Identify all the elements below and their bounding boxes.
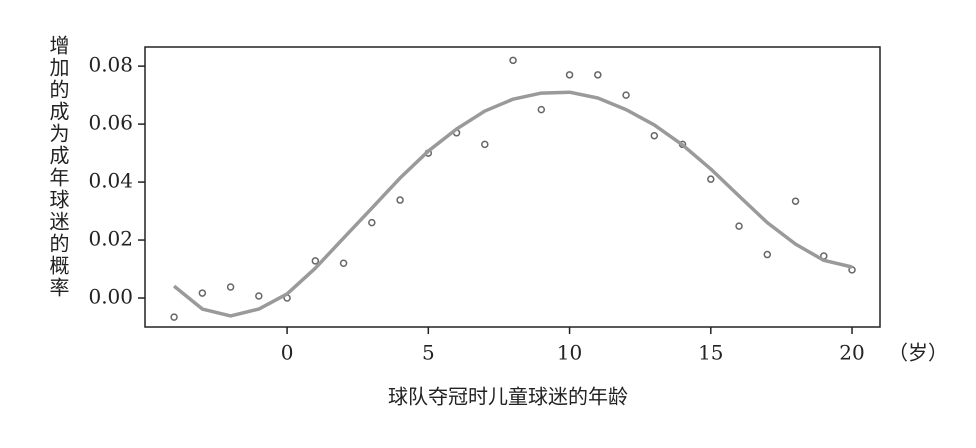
y-tick-label: 0.06 — [88, 111, 133, 135]
data-point — [396, 196, 404, 204]
y-tick-label: 0.08 — [88, 53, 133, 77]
data-point — [650, 131, 659, 140]
data-point — [509, 56, 517, 65]
y-tick-label: 0.04 — [88, 169, 133, 193]
y-tick-label: 0.00 — [88, 285, 133, 309]
data-point — [481, 140, 489, 149]
data-point — [763, 250, 772, 259]
x-axis-label: 球队夺冠时儿童球迷的年龄 — [388, 385, 628, 409]
data-point — [707, 175, 715, 183]
data-point — [537, 105, 546, 114]
data-point — [791, 197, 800, 205]
data-point — [368, 218, 376, 227]
data-point — [170, 313, 178, 321]
x-tick-label: 0 — [281, 341, 294, 365]
data-point — [735, 222, 743, 230]
data-point — [226, 283, 235, 291]
trend-line — [172, 90, 853, 318]
x-tick-label: 20 — [839, 341, 864, 365]
x-tick-label: 5 — [422, 341, 435, 365]
data-point — [622, 91, 630, 99]
data-point — [198, 289, 207, 297]
data-point — [339, 259, 348, 267]
data-point — [594, 71, 602, 79]
plot-frame — [144, 46, 881, 328]
y-axis-label: 增加的成为成年球迷的概率 — [46, 35, 70, 299]
data-point — [255, 292, 263, 300]
x-axis-unit: （岁） — [888, 341, 948, 365]
data-point — [565, 71, 574, 79]
data-point — [311, 257, 320, 265]
y-tick-label: 0.02 — [88, 227, 133, 251]
x-tick-label: 15 — [698, 341, 723, 365]
x-tick-label: 10 — [557, 341, 582, 365]
